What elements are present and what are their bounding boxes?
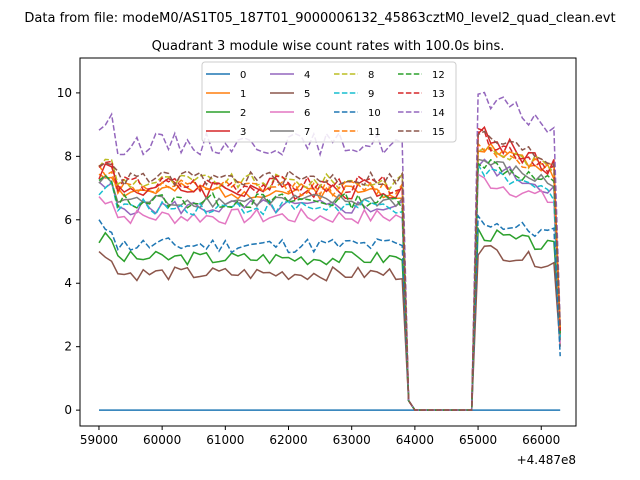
- series-line-15: [98, 130, 561, 411]
- x-tick-label: 66000: [522, 433, 560, 447]
- series-line-3: [98, 125, 561, 411]
- x-tick-label: 61000: [206, 433, 244, 447]
- y-tick-label: 0: [64, 403, 72, 417]
- series-line-2: [98, 225, 561, 411]
- series-line-4: [98, 158, 561, 411]
- y-tick-label: 8: [64, 149, 72, 163]
- legend-label-9: 9: [368, 89, 374, 100]
- x-tick-label: 62000: [269, 433, 307, 447]
- x-tick-label: 64000: [396, 433, 434, 447]
- legend-label-11: 11: [368, 127, 381, 138]
- series-line-9: [98, 161, 561, 411]
- chart-title: Quadrant 3 module wise count rates with …: [152, 39, 505, 54]
- axes-layer: 59000 60000 61000 62000 63000 64000 65000 66000…: [57, 86, 561, 447]
- series-line-6: [98, 173, 561, 411]
- legend-label-2: 2: [240, 108, 246, 119]
- legend-label-4: 4: [304, 70, 310, 81]
- chart-suptitle: Data from file: modeM0/AS1T05_187T01_900…: [24, 11, 615, 26]
- series-line-5: [98, 244, 561, 411]
- series-line-13: [98, 127, 561, 411]
- y-tick-label: 6: [64, 213, 72, 227]
- legend-label-3: 3: [240, 127, 246, 138]
- legend-label-14: 14: [432, 108, 445, 119]
- x-tick-label: 65000: [459, 433, 497, 447]
- series-line-7: [98, 158, 561, 411]
- x-tick-label: 59000: [80, 433, 118, 447]
- x-tick-label: 63000: [333, 433, 371, 447]
- plot-frame: [79, 57, 577, 427]
- x-offset-label: +4.487e8: [517, 453, 576, 467]
- x-tick-label: 60000: [143, 433, 181, 447]
- legend-label-0: 0: [240, 70, 246, 81]
- series-line-12: [98, 158, 561, 411]
- legend-label-13: 13: [432, 89, 445, 100]
- y-tick-label: 2: [64, 340, 72, 354]
- legend-label-5: 5: [304, 89, 310, 100]
- legend-label-12: 12: [432, 70, 445, 81]
- legend-label-10: 10: [368, 108, 381, 119]
- series-line-1: [98, 142, 561, 411]
- legend-label-6: 6: [304, 108, 310, 119]
- series-line-10: [98, 213, 561, 411]
- legend-label-7: 7: [304, 127, 310, 138]
- y-tick-label: 10: [57, 86, 72, 100]
- legend-label-8: 8: [368, 70, 374, 81]
- legend-label-15: 15: [432, 127, 445, 138]
- legend-box: [201, 61, 457, 143]
- legend-label-1: 1: [240, 89, 246, 100]
- series-line-11: [98, 141, 561, 411]
- y-tick-label: 4: [64, 276, 72, 290]
